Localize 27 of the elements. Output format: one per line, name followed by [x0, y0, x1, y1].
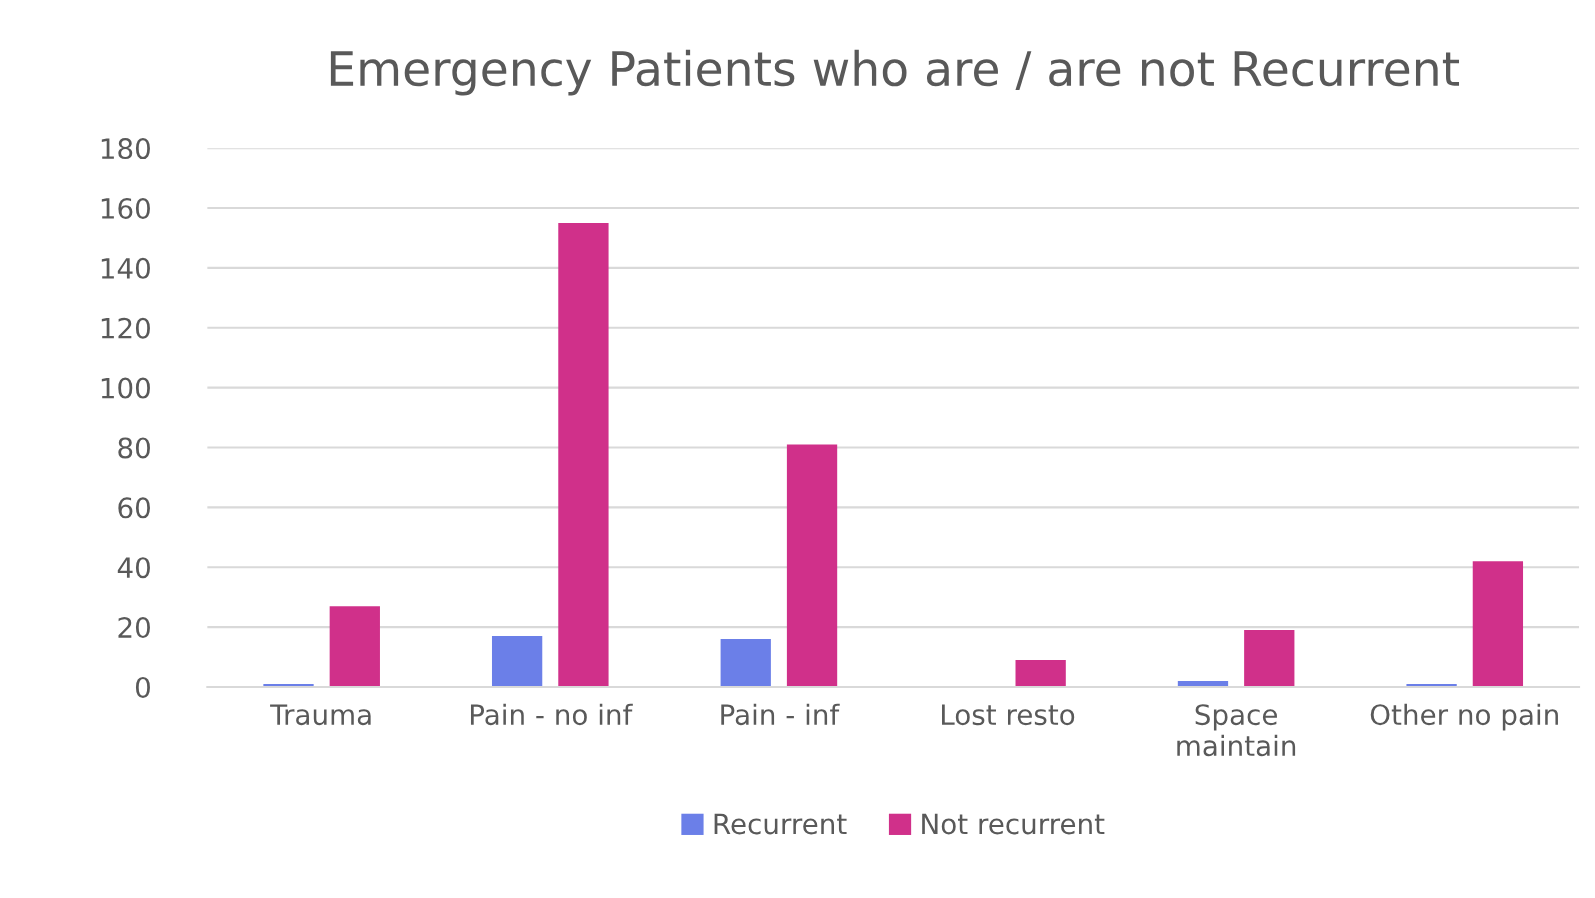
- y-tick-label: 180: [101, 138, 150, 160]
- chart-title: Emergency Patients who are / are not Recurrent: [330, 49, 1460, 96]
- y-tick-label: 60: [118, 497, 150, 519]
- x-tick-label: Pain - no inf: [470, 703, 633, 726]
- bar: [786, 444, 838, 687]
- x-tick-label: Other no pain: [1370, 703, 1558, 731]
- x-tick-label: Lost resto: [942, 704, 1075, 726]
- bar: [1244, 630, 1295, 687]
- y-tick-label: 160: [101, 197, 150, 219]
- x-tick-label: Pain - inf: [721, 703, 840, 726]
- y-tick-label: 0: [135, 676, 150, 698]
- y-tick-label: 100: [101, 377, 150, 399]
- bar: [1015, 660, 1066, 687]
- bar: [558, 223, 609, 687]
- bar: [491, 636, 543, 687]
- y-tick-label: 120: [101, 317, 150, 339]
- bar: [1472, 561, 1524, 687]
- y-tick-label: 80: [118, 437, 150, 459]
- legend-label: Not recurrent: [922, 813, 1105, 835]
- bar: [720, 639, 771, 687]
- y-tick-label: 140: [101, 257, 150, 279]
- legend-label: Recurrent: [714, 813, 847, 835]
- x-tick-label: Space maintain: [1177, 704, 1296, 757]
- y-tick-label: 40: [117, 557, 150, 579]
- bar: [329, 606, 380, 687]
- x-tick-label: Trauma: [270, 704, 371, 726]
- y-tick-label: 20: [118, 617, 150, 639]
